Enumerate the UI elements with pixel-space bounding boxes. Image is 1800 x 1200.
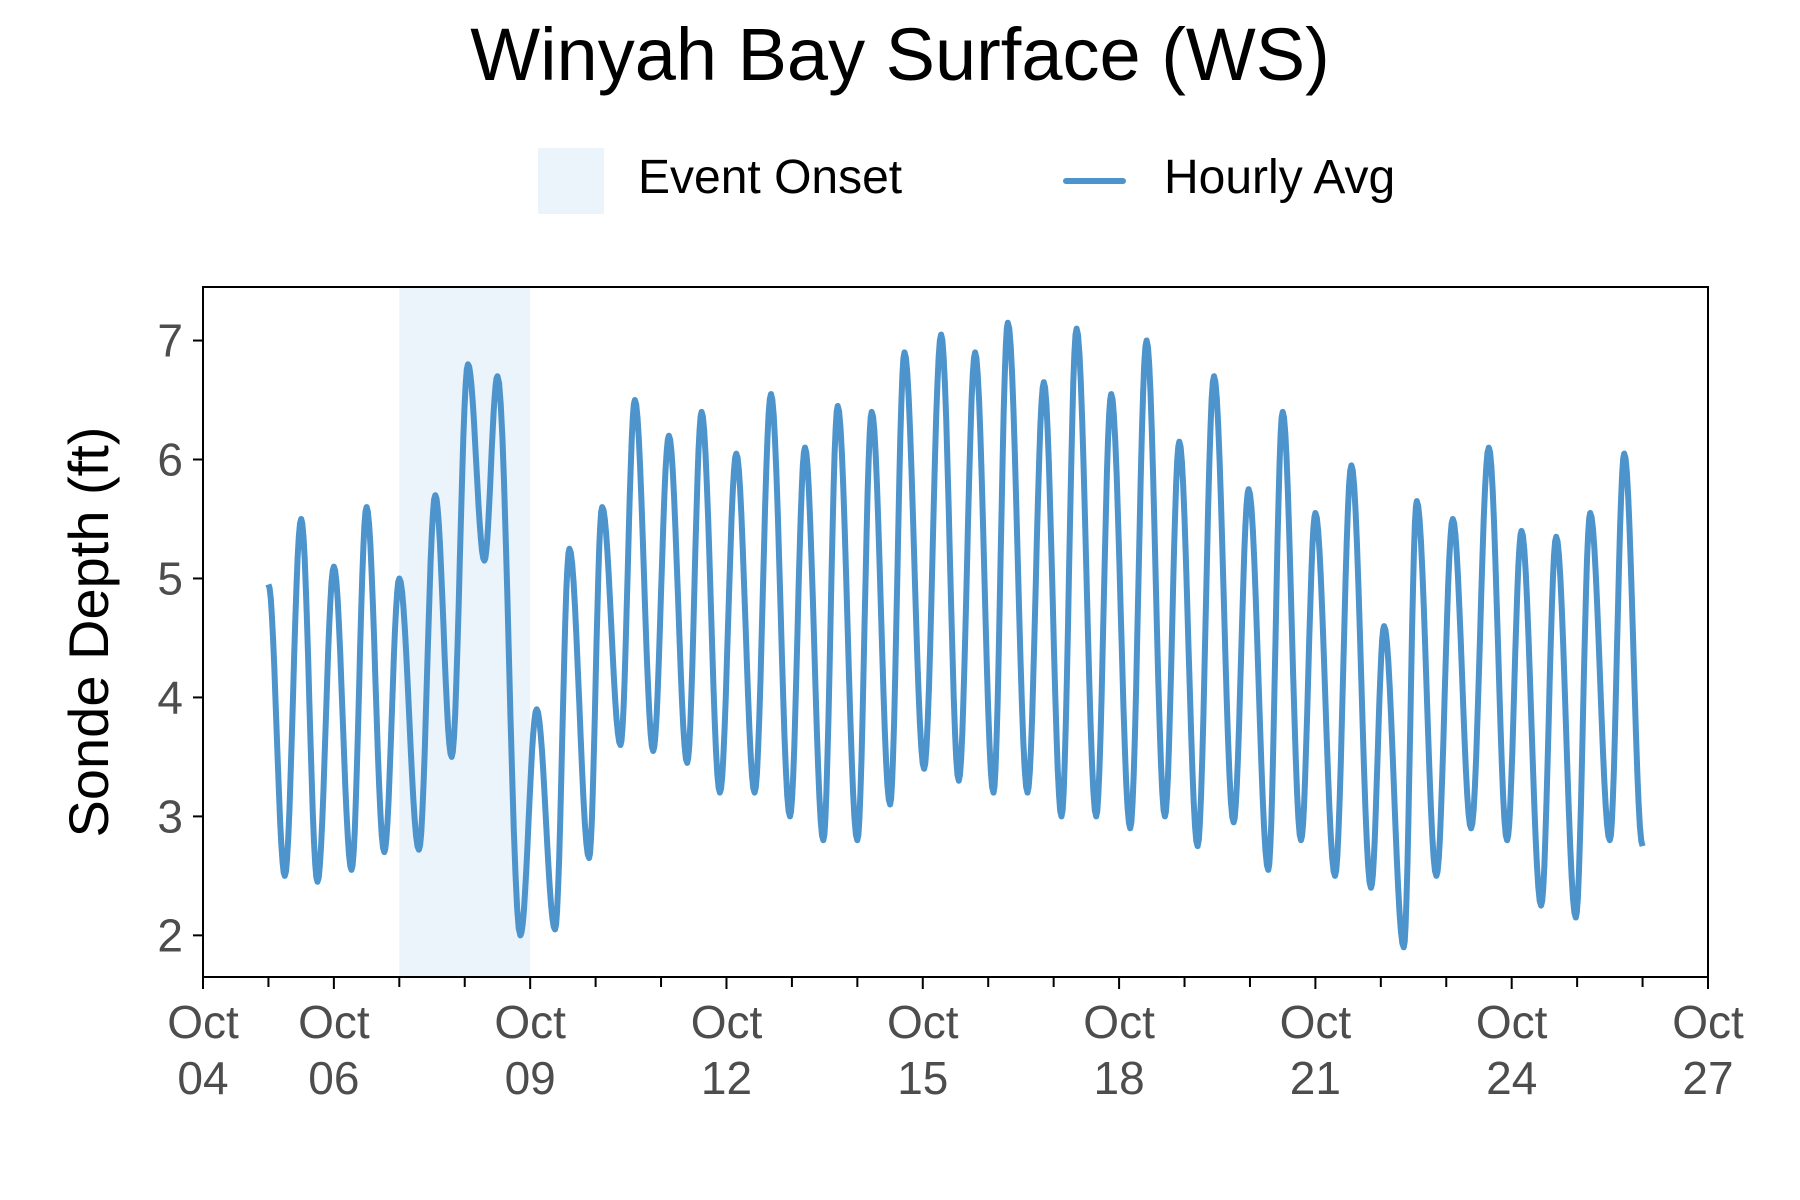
x-tick-label-12: Oct 12 — [691, 996, 763, 1104]
y-tick-label-2: 2 — [157, 909, 183, 961]
y-tick-label-6: 6 — [157, 434, 183, 486]
y-tick-label-4: 4 — [157, 671, 183, 723]
x-axis: Oct 04 Oct 06 Oct 09 Oct 12 Oct 15 Oct 18 Oct 21 Oct 24… — [167, 977, 1744, 1104]
chart-title: Winyah Bay Surface (WS) — [470, 13, 1330, 96]
x-tick-label-04: Oct 04 — [167, 996, 239, 1104]
x-tick-label-15: Oct 15 — [887, 996, 959, 1104]
x-tick-label-06: Oct 06 — [298, 996, 370, 1104]
series-layer — [265, 319, 1646, 951]
legend-hourly-avg-swatch — [1063, 178, 1126, 184]
series-line-hourly-avg — [265, 319, 1646, 951]
x-tick-label-27: Oct 27 — [1672, 996, 1744, 1104]
x-tick-label-21: Oct 21 — [1280, 996, 1352, 1104]
legend-event-onset-label: Event Onset — [638, 151, 903, 204]
y-axis: 2 3 4 5 6 7 — [157, 315, 203, 961]
legend-hourly-avg-label: Hourly Avg — [1164, 151, 1396, 204]
legend-event-onset-swatch — [538, 148, 604, 214]
legend: Event Onset Hourly Avg — [0, 140, 1800, 230]
y-axis-label: Sonde Depth (ft) — [57, 427, 120, 838]
y-tick-label-5: 5 — [157, 552, 183, 604]
y-tick-label-3: 3 — [157, 790, 183, 842]
x-tick-label-24: Oct 24 — [1476, 996, 1548, 1104]
x-tick-label-18: Oct 18 — [1083, 996, 1155, 1104]
x-tick-label-09: Oct 09 — [494, 996, 566, 1104]
panel-border — [202, 286, 1709, 978]
y-tick-label-7: 7 — [157, 315, 183, 367]
